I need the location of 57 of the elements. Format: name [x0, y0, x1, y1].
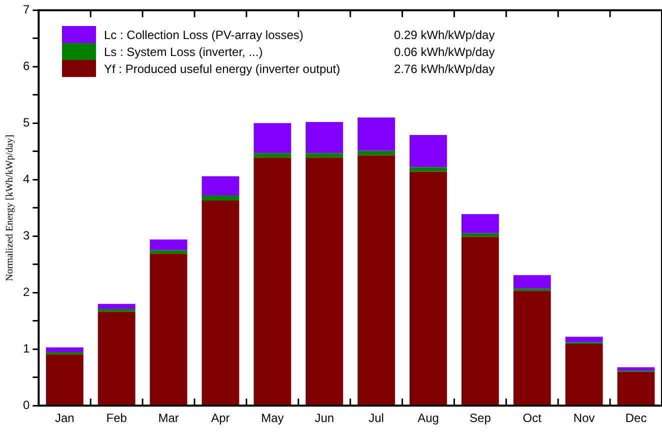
- annotation: 0.06 kWh/kWp/day: [394, 44, 495, 58]
- bar: [410, 167, 447, 172]
- bar: [306, 122, 344, 154]
- bar: [202, 200, 240, 405]
- x-tick-label: Oct: [522, 411, 542, 426]
- legend-label: Ls : System Loss (inverter, ...): [104, 44, 264, 58]
- bar: [513, 290, 551, 405]
- bar: [410, 135, 447, 168]
- bar: [46, 347, 84, 352]
- bar: [565, 344, 603, 405]
- bar: [150, 240, 188, 250]
- bar: [461, 214, 499, 234]
- y-tick-label: 4: [22, 172, 30, 186]
- bar: [565, 336, 603, 342]
- y-tick-label: 1: [22, 341, 30, 356]
- bar: [254, 153, 292, 158]
- legend-label: Lc : Collection Loss (PV-array losses): [104, 28, 304, 42]
- x-tick-label: Feb: [106, 411, 128, 426]
- x-tick-label: Aug: [418, 411, 439, 426]
- x-tick-label: May: [261, 411, 284, 426]
- bar: [254, 158, 292, 405]
- y-tick-label: 6: [22, 59, 30, 73]
- bar: [98, 309, 136, 312]
- bar: [410, 172, 447, 405]
- bar: [306, 153, 344, 158]
- bar: [202, 176, 240, 196]
- y-tick-label: 3: [22, 228, 30, 242]
- bar: [358, 118, 396, 151]
- bar: [358, 150, 396, 156]
- x-tick-label: Jan: [54, 411, 74, 426]
- bar: [306, 158, 344, 405]
- bar: [254, 123, 292, 154]
- bar: [98, 304, 136, 310]
- y-tick-label: 7: [22, 2, 30, 17]
- legend-label: Yf : Produced useful energy (inverter output): [104, 62, 342, 76]
- x-tick-label: Sep: [470, 411, 492, 426]
- annotation: 0.29 kWh/kWp/day: [394, 28, 495, 42]
- y-tick-label: 0: [22, 398, 30, 412]
- y-tick-label: 2: [22, 284, 30, 299]
- x-tick-label: Apr: [211, 411, 230, 426]
- y-axis-title: Normalized Energy [kWh/kWp/day]: [4, 134, 16, 282]
- bar: [150, 254, 188, 405]
- annotation: 2.76 kWh/kWp/day: [394, 62, 495, 76]
- bar: [46, 354, 84, 405]
- bar: [461, 236, 499, 405]
- bar: [513, 275, 551, 289]
- bar: [617, 372, 655, 405]
- x-tick-label: Mar: [158, 411, 179, 426]
- bar: [98, 312, 136, 405]
- x-tick-label: Jun: [314, 411, 334, 426]
- bar: [202, 195, 240, 201]
- y-tick-label: 5: [22, 115, 30, 130]
- bar: [617, 367, 655, 371]
- bar: [358, 155, 396, 405]
- x-tick-label: Jul: [368, 411, 384, 426]
- x-tick-label: Dec: [625, 411, 647, 426]
- x-tick-label: Nov: [573, 411, 595, 426]
